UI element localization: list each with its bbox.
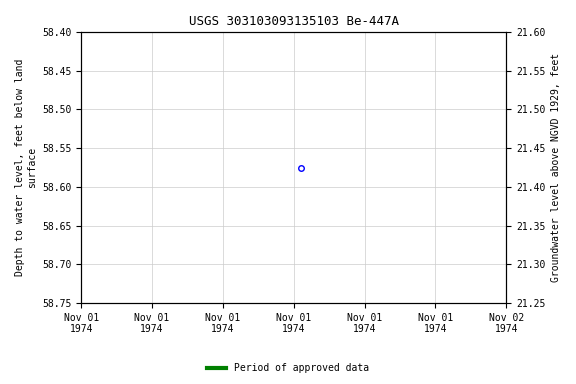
- Title: USGS 303103093135103 Be-447A: USGS 303103093135103 Be-447A: [189, 15, 399, 28]
- Legend: Period of approved data: Period of approved data: [203, 359, 373, 377]
- Y-axis label: Depth to water level, feet below land
surface: Depth to water level, feet below land su…: [15, 59, 37, 276]
- Y-axis label: Groundwater level above NGVD 1929, feet: Groundwater level above NGVD 1929, feet: [551, 53, 561, 282]
